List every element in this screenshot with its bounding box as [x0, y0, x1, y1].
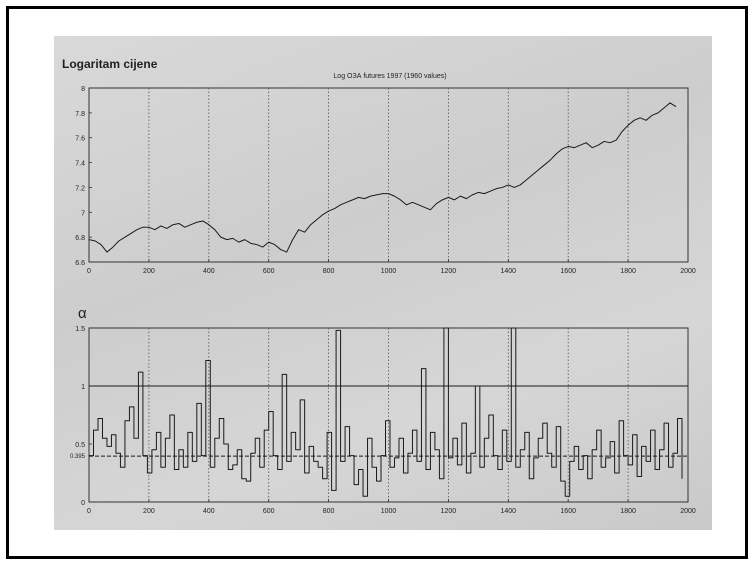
- chart-1-subtitle: Log ОЗА futures 1997 (1960 values): [333, 73, 446, 80]
- x-tick-label: 1200: [441, 268, 457, 275]
- x-tick-label: 0: [87, 268, 91, 275]
- y-tick-label: 6.8: [75, 235, 85, 242]
- y-tick-label: 7.4: [75, 161, 85, 168]
- y-tick-label: 0: [81, 500, 85, 507]
- y-tick-label: 1: [81, 384, 85, 391]
- chart-2-title: α: [78, 305, 87, 322]
- y-tick-label: 7.2: [75, 185, 85, 192]
- x-tick-label: 1800: [620, 268, 636, 275]
- y-tick-label: 7.8: [75, 111, 85, 118]
- series-line: [88, 102, 677, 253]
- x-tick-label: 1200: [441, 508, 457, 515]
- x-tick-label: 0: [87, 508, 91, 515]
- y-tick-label-extra: 0.395: [70, 454, 86, 460]
- x-tick-label: 400: [203, 508, 215, 515]
- chart-2-plot: 0 200 400 600 800 1000 1200 1400 1600 1800 2000 0 0.…: [70, 326, 696, 515]
- y-tick-label: 0.5: [75, 442, 85, 449]
- x-tick-label: 2000: [680, 508, 696, 515]
- x-tick-label: 1400: [501, 268, 517, 275]
- x-tick-label: 800: [323, 268, 335, 275]
- x-tick-label: 400: [203, 268, 215, 275]
- y-tick-label: 7.6: [75, 136, 85, 143]
- series-line: [89, 327, 683, 497]
- x-tick-label: 1800: [620, 508, 636, 515]
- y-tick-label: 6.6: [75, 260, 85, 267]
- x-tick-label: 1000: [381, 508, 397, 515]
- x-tick-label: 200: [143, 268, 155, 275]
- x-tick-label: 1000: [381, 268, 397, 275]
- y-tick-label: 8: [81, 86, 85, 93]
- x-tick-label: 1600: [560, 508, 576, 515]
- x-tick-label: 1400: [501, 508, 517, 515]
- y-tick-label: 7: [81, 210, 85, 217]
- figure-panel: [54, 36, 712, 530]
- x-tick-label: 1600: [560, 268, 576, 275]
- x-tick-label: 800: [323, 508, 335, 515]
- x-tick-label: 600: [263, 508, 275, 515]
- chart-1-plot: 0 200 400 600 800 1000 1200 1400 1600 1800 2000 6.6…: [75, 86, 696, 275]
- chart-1-title: Logaritam cijene: [62, 57, 158, 71]
- x-tick-label: 600: [263, 268, 275, 275]
- x-tick-label: 200: [143, 508, 155, 515]
- y-tick-label: 1.5: [75, 326, 85, 333]
- x-tick-label: 2000: [680, 268, 696, 275]
